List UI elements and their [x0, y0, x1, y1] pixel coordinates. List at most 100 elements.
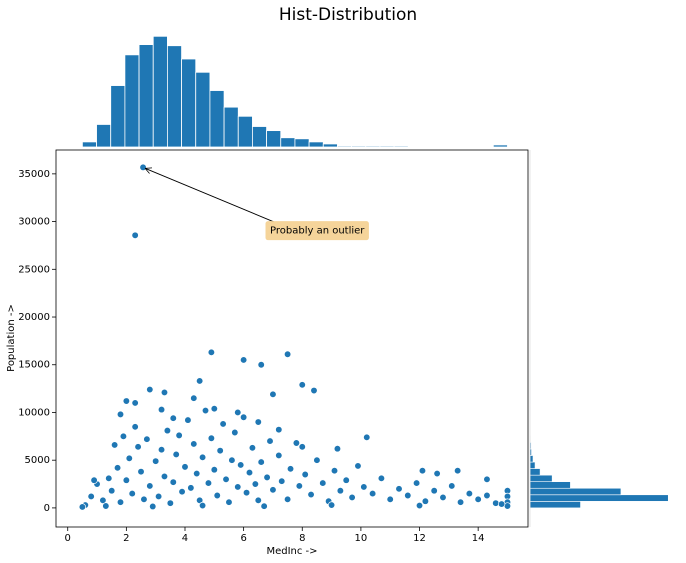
scatter-point: [207, 348, 216, 356]
scatter-point: [90, 476, 98, 484]
scatter-point: [377, 474, 386, 482]
scatter-point: [222, 475, 230, 483]
scatter-point: [210, 466, 218, 474]
histogram-bar: [237, 115, 253, 148]
histogram-bar: [152, 35, 168, 148]
x-tick-label: 12: [413, 533, 426, 544]
scatter-point: [278, 477, 286, 485]
y-tick-label: 15000: [18, 360, 50, 371]
scatter-point: [198, 453, 207, 461]
scatter-point: [108, 487, 116, 495]
scatter-point: [465, 489, 474, 498]
scatter-point: [137, 467, 145, 476]
histogram-bar: [181, 58, 197, 148]
scatter-point: [286, 465, 295, 473]
scatter-point: [122, 476, 131, 484]
scatter-point: [266, 437, 274, 445]
histogram-bar: [167, 45, 182, 148]
y-tick-label: 25000: [18, 264, 50, 275]
scatter-point: [483, 475, 491, 483]
histogram-bar: [529, 501, 581, 509]
scatter-point: [102, 502, 110, 510]
scatter-point: [216, 446, 224, 455]
scatter-point: [263, 473, 271, 482]
scatter-point: [213, 491, 221, 500]
scatter-point: [333, 445, 342, 453]
scatter-point: [228, 456, 236, 464]
scatter-point: [430, 487, 438, 495]
histogram-bar: [529, 461, 536, 469]
scatter-point: [234, 483, 242, 491]
scatter-point: [336, 487, 345, 495]
scatter-point: [298, 443, 306, 451]
scatter-point: [439, 493, 447, 502]
histogram-bar: [252, 126, 267, 148]
scatter-point: [175, 431, 183, 440]
y-tick-label: 30000: [18, 217, 50, 228]
plot-frame: [55, 149, 529, 528]
scatter-point: [210, 405, 218, 413]
scatter-point: [251, 480, 260, 488]
scatter-point: [395, 485, 403, 493]
scatter-point: [348, 493, 356, 502]
histogram-bar: [124, 54, 140, 148]
scatter-point: [354, 462, 362, 470]
histogram-bar: [529, 487, 622, 496]
scatter-point: [219, 420, 227, 428]
scatter-point: [298, 381, 306, 389]
scatter-point: [421, 497, 430, 505]
scatter-point: [207, 434, 216, 442]
scatter-point: [190, 440, 198, 448]
scatter-point: [404, 491, 412, 500]
scatter-point: [275, 451, 283, 460]
scatter-point: [257, 458, 265, 466]
histogram-bar: [110, 85, 126, 148]
scatter-point: [152, 457, 160, 465]
scatter-point: [433, 469, 441, 478]
histogram-bar: [365, 145, 381, 148]
scatter-point: [301, 470, 309, 479]
x-axis-label: MedInc ->: [266, 546, 317, 557]
scatter-point: [181, 463, 189, 471]
scatter-point: [237, 461, 245, 469]
scatter-point: [187, 484, 195, 492]
scatter-point: [190, 394, 198, 402]
histogram-bar: [280, 137, 296, 148]
scatter-point: [483, 491, 491, 500]
scatter-point: [116, 410, 125, 419]
scatter-point: [360, 483, 368, 491]
scatter-point: [231, 428, 239, 437]
scatter-point: [363, 433, 371, 441]
histogram-bar: [308, 141, 324, 148]
scatter-point: [163, 426, 172, 435]
x-tick-label: 6: [240, 533, 246, 544]
histogram-bar: [81, 141, 97, 148]
scatter-point: [122, 397, 131, 405]
scatter-point: [149, 502, 157, 511]
histogram-bar: [209, 90, 225, 148]
scatter-point: [157, 446, 166, 454]
histogram-bar: [492, 144, 508, 148]
scatter-point: [257, 361, 265, 369]
scatter-point: [110, 441, 119, 449]
x-tick-label: 4: [182, 533, 188, 544]
x-tick-label: 14: [472, 533, 485, 544]
x-tick-label: 8: [299, 533, 305, 544]
chart-title: Hist-Distribution: [279, 5, 417, 25]
y-axis-label: Population ->: [6, 304, 17, 372]
scatter-point: [78, 503, 87, 511]
histogram-bar: [138, 44, 154, 148]
scatter-point: [242, 488, 251, 497]
scatter-point: [269, 486, 277, 494]
scatter-point: [368, 489, 377, 498]
scatter-point: [497, 500, 506, 508]
scatter-point: [448, 482, 456, 490]
scatter-point: [134, 443, 142, 451]
scatter-point: [456, 498, 465, 506]
scatter-point: [453, 467, 462, 475]
scatter-point: [248, 444, 257, 452]
scatter-point: [193, 469, 201, 478]
scatter-point: [131, 231, 139, 239]
scatter-point: [201, 406, 210, 415]
scatter-point: [196, 377, 204, 385]
